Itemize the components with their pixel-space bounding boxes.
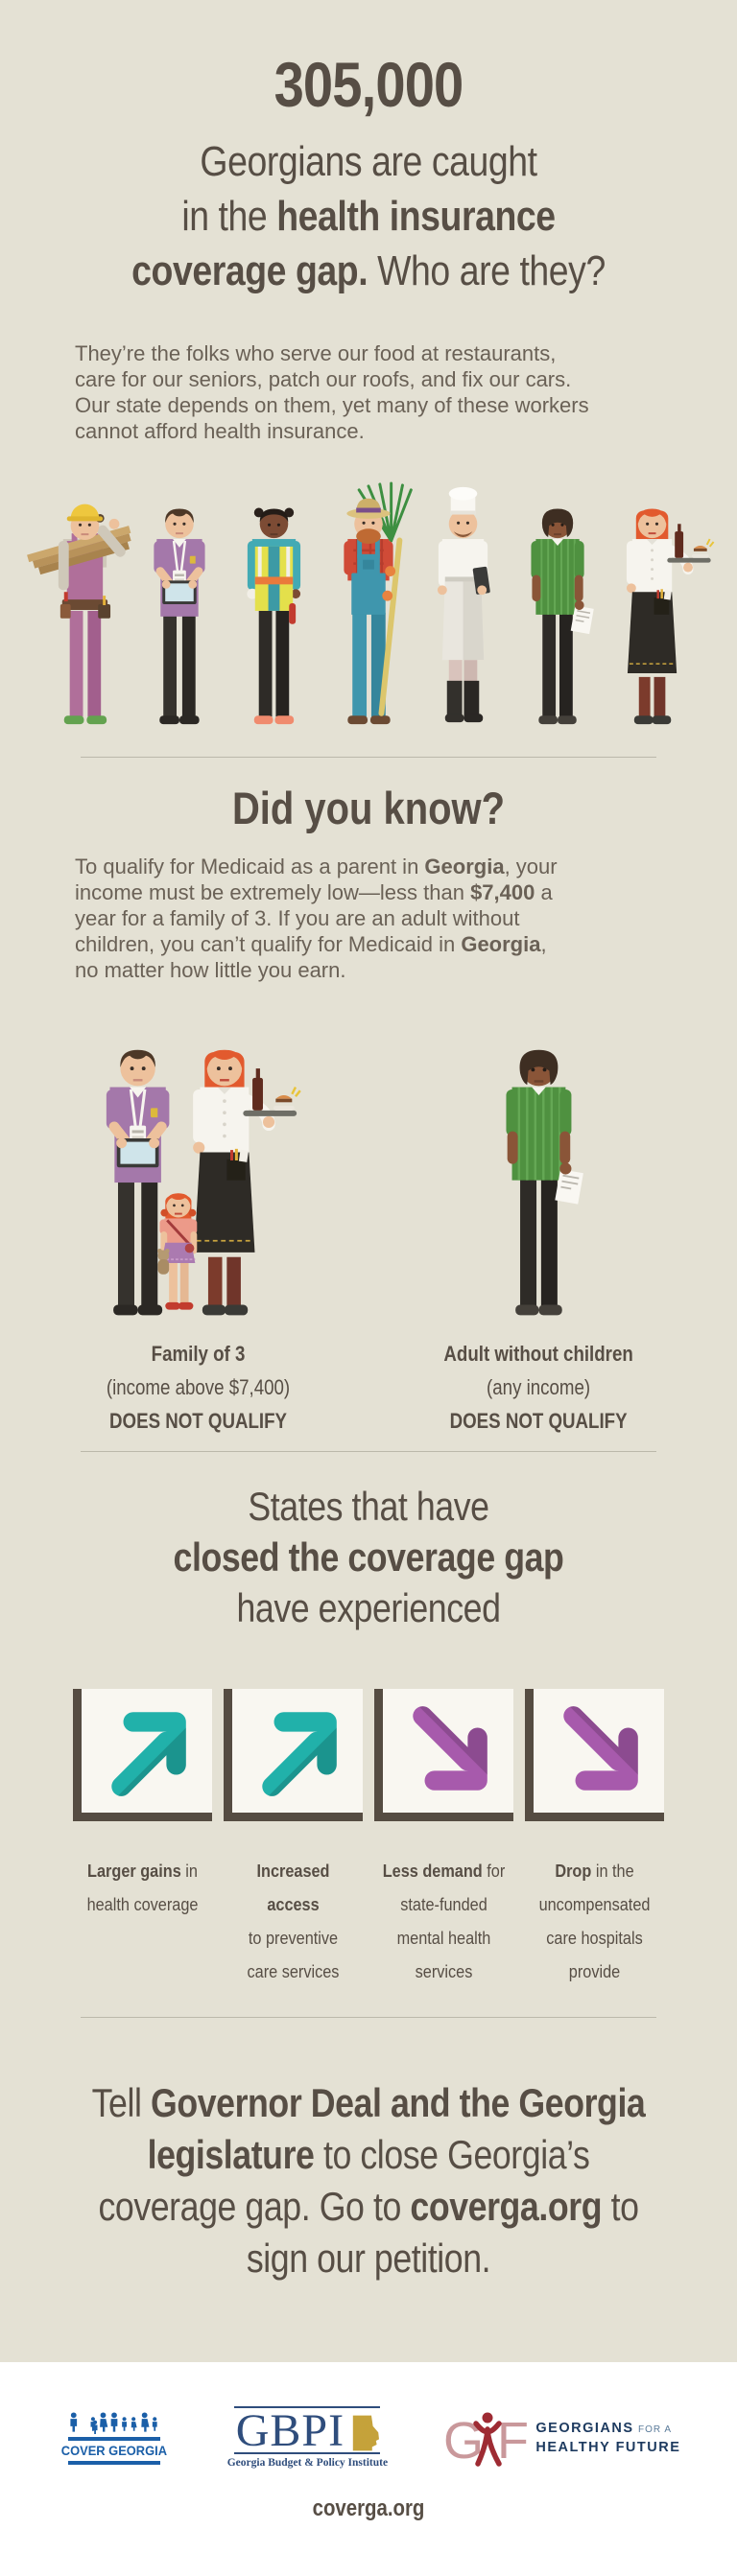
father-figure xyxy=(105,1048,171,1317)
logo-rule xyxy=(234,2452,381,2454)
adult-illustration xyxy=(505,1048,585,1317)
section-divider xyxy=(81,2017,656,2018)
trend-label-coverage: Larger gains in health coverage xyxy=(86,1861,199,1914)
trend-box-mental-health xyxy=(374,1689,513,1821)
trend-up-arrow-icon xyxy=(249,1702,346,1800)
workers-illustration xyxy=(27,481,700,734)
mother-figure xyxy=(193,1050,300,1316)
adult-caption-status: DOES NOT QUALIFY xyxy=(449,1409,628,1433)
waitress-figure xyxy=(627,509,714,725)
trend-box-preventive xyxy=(224,1689,363,1821)
adult-column: Adult without children (any income) DOES… xyxy=(368,1008,708,1438)
family-caption-title: Family of 3 xyxy=(152,1342,246,1366)
stat-number: 305,000 xyxy=(273,49,464,120)
trend-label-preventive: Increased access to preventive care servic… xyxy=(247,1861,340,1981)
section-divider xyxy=(81,1451,656,1452)
states-heading: States that have closed the coverage gap h… xyxy=(173,1484,564,1630)
did-you-know-heading: Did you know? xyxy=(231,783,506,833)
ghf-monogram-icon: G F xyxy=(443,2412,529,2470)
medicaid-paragraph: To qualify for Medicaid as a parent in G… xyxy=(75,855,558,982)
section-divider xyxy=(81,757,656,758)
georgia-state-icon xyxy=(352,2415,380,2451)
states-section: States that have closed the coverage gap h… xyxy=(0,1481,737,1988)
trend-labels: Larger gains in health coverage Increased… xyxy=(0,1854,737,1988)
adult-caption-title: Adult without children xyxy=(443,1342,633,1366)
partner-logos: COVER GEORGIA GBPI Georgia Budget & Poli… xyxy=(0,2405,737,2470)
trend-label-mental-health: Less demand for state-funded mental health… xyxy=(382,1861,506,1981)
adult-figure xyxy=(505,1048,585,1317)
cta-section: Tell Governor Deal and the Georgia legisl… xyxy=(0,2077,737,2284)
trend-down-arrow-icon xyxy=(399,1702,497,1800)
adult-caption-subtitle: (any income) xyxy=(486,1375,591,1399)
family-caption: Family of 3 (income above $7,400) DOES N… xyxy=(107,1337,290,1438)
ghf-line2: HEALTHY FUTURE xyxy=(535,2440,681,2455)
call-to-action: Tell Governor Deal and the Georgia legisl… xyxy=(91,2080,646,2281)
logo-bar xyxy=(67,2460,160,2465)
ghf-line1: GEORGIANS xyxy=(535,2421,634,2436)
cover-georgia-label: COVER GEORGIA xyxy=(60,2442,167,2458)
child-figure xyxy=(155,1191,199,1312)
chef-figure xyxy=(437,486,490,723)
trend-boxes xyxy=(0,1689,737,1821)
ghf-line1-small: FOR A xyxy=(637,2424,672,2435)
family-column: Family of 3 (income above $7,400) DOES N… xyxy=(29,1008,368,1438)
family-caption-status: DOES NOT QUALIFY xyxy=(109,1409,288,1433)
farmer-figure xyxy=(342,481,413,726)
gbpi-subtitle: Georgia Budget & Policy Institute xyxy=(226,2457,389,2469)
trend-box-uncompensated xyxy=(525,1689,664,1821)
gbpi-logo: GBPI Georgia Budget & Policy Institute xyxy=(227,2405,388,2469)
headline: Georgians are caught in the health insura… xyxy=(131,138,606,294)
website-url: coverga.org xyxy=(312,2495,425,2521)
gbpi-acronym: GBPI xyxy=(235,2405,345,2456)
logo-bar xyxy=(67,2436,160,2441)
did-you-know-section: Did you know? To qualify for Medicaid as… xyxy=(0,785,737,1438)
trend-box-coverage xyxy=(73,1689,212,1821)
hero-section: 305,000 Georgians are caught in the healt… xyxy=(0,0,737,734)
retail-worker-figure xyxy=(153,507,206,726)
family-caption-subtitle: (income above $7,400) xyxy=(107,1375,291,1399)
svg-text:F: F xyxy=(497,2412,529,2470)
trend-label-uncompensated: Drop in the uncompensated care hospitals pr… xyxy=(538,1861,651,1981)
people-pictogram-icon xyxy=(69,2411,157,2434)
ghf-logo: G F GEORGIANS FOR A HEALTHY FUT xyxy=(443,2408,681,2470)
qualify-comparison: Family of 3 (income above $7,400) DOES N… xyxy=(29,1008,708,1438)
logo-rule xyxy=(234,2406,381,2408)
footer: COVER GEORGIA GBPI Georgia Budget & Poli… xyxy=(0,2362,737,2576)
adult-caption: Adult without children (any income) DOES… xyxy=(443,1337,632,1438)
trend-down-arrow-icon xyxy=(550,1702,648,1800)
cover-georgia-logo: COVER GEORGIA xyxy=(57,2411,172,2465)
trend-up-arrow-icon xyxy=(98,1702,196,1800)
construction-worker-figure xyxy=(247,507,301,725)
carpenter-figure xyxy=(27,503,135,725)
office-worker-figure xyxy=(530,507,595,726)
family-illustration xyxy=(105,1008,320,1329)
intro-paragraph: They’re the folks who serve our food at … xyxy=(75,341,589,443)
